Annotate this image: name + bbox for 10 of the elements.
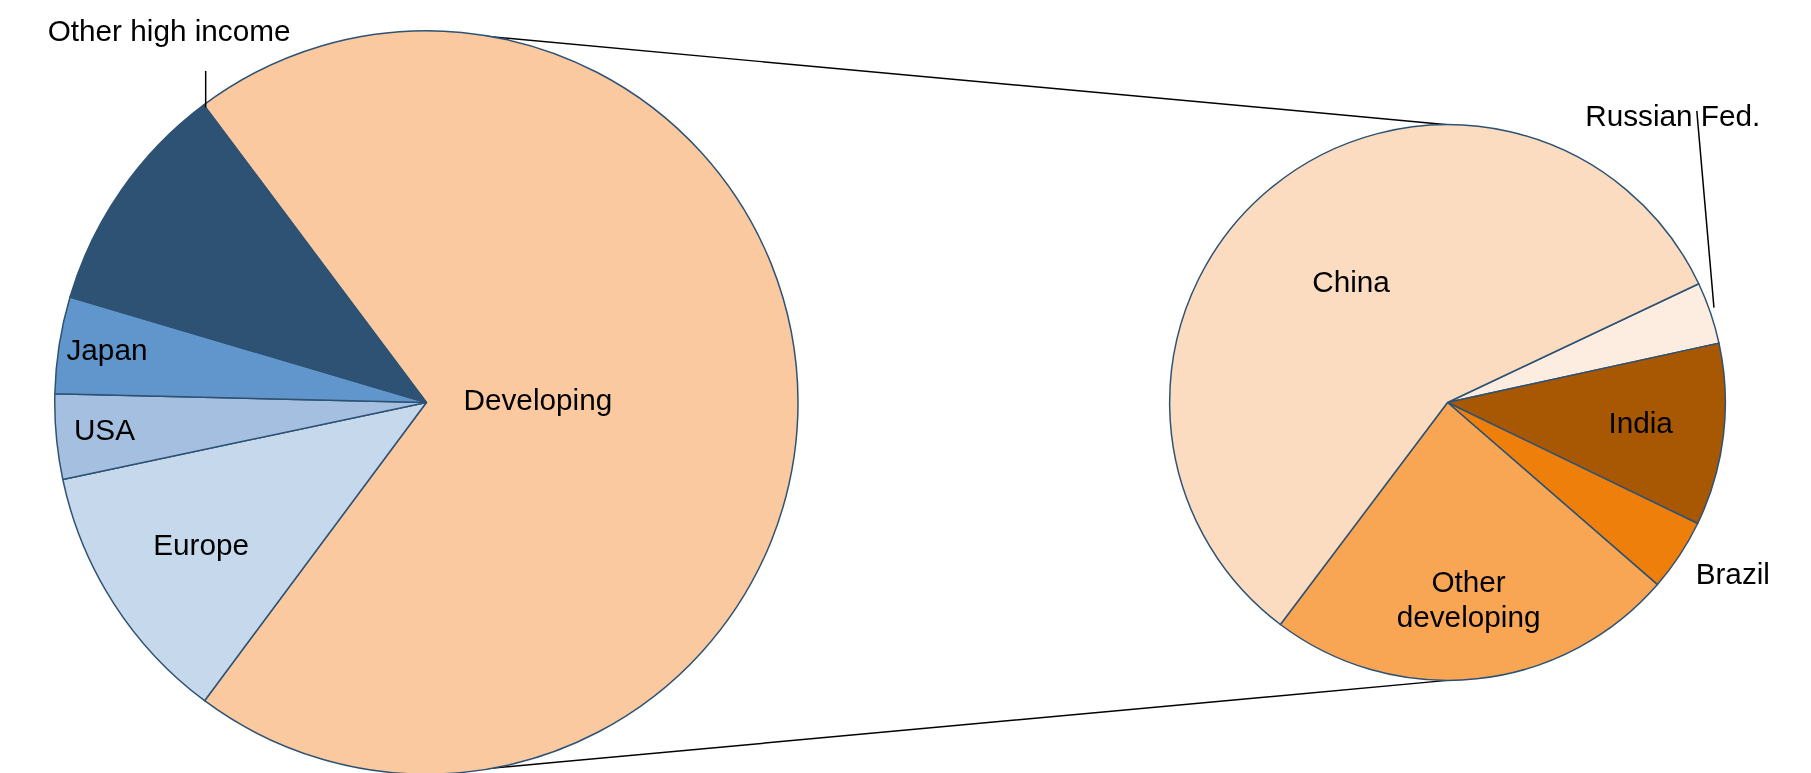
slice-label: Brazil xyxy=(1695,557,1770,591)
slice-label: Developing xyxy=(463,383,613,417)
slice-label: USA xyxy=(73,413,136,447)
slice-label: China xyxy=(1312,264,1391,298)
slice-label: Japan xyxy=(66,333,148,367)
slice-label: Other developing xyxy=(1396,565,1541,633)
slice-label: India xyxy=(1608,406,1674,440)
slice-label: Russian Fed. xyxy=(1585,98,1761,132)
slice-label: Other high income xyxy=(47,14,291,48)
slice-label: Europe xyxy=(153,527,250,561)
